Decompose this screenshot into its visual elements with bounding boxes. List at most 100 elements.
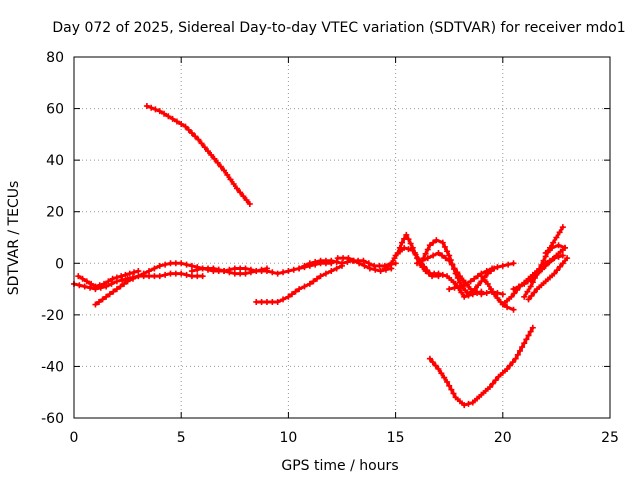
data-point <box>465 400 472 407</box>
data-point <box>409 247 416 254</box>
data-point <box>467 278 474 285</box>
data-point <box>483 268 490 275</box>
data-point <box>162 271 169 278</box>
data-point <box>529 279 536 286</box>
data-point <box>350 257 357 264</box>
data-point <box>339 260 345 267</box>
y-axis-label: SDTVAR / TECUs <box>6 181 22 296</box>
data-point <box>151 265 158 272</box>
data-point <box>489 265 496 272</box>
x-tick-label: 5 <box>177 430 186 446</box>
x-tick-label: 10 <box>279 430 297 446</box>
data-point <box>448 261 455 268</box>
data-point <box>96 282 103 289</box>
data-point <box>549 244 556 251</box>
data-point <box>538 262 545 269</box>
y-tick-label: 40 <box>46 153 64 169</box>
data-point <box>510 286 517 293</box>
data-point <box>424 267 431 274</box>
data-point <box>198 140 205 147</box>
data-point <box>269 298 276 305</box>
data-point <box>292 288 299 295</box>
data-point <box>312 258 319 265</box>
data-point <box>131 269 138 276</box>
data-point <box>524 288 531 295</box>
data-point <box>426 242 433 249</box>
data-point <box>474 395 481 402</box>
data-point <box>119 277 126 284</box>
data-point <box>542 249 549 256</box>
data-point <box>521 293 528 300</box>
data-point <box>240 193 247 200</box>
data-point <box>172 260 179 267</box>
data-point <box>195 136 202 143</box>
data-point <box>421 263 428 270</box>
data-point <box>242 270 249 277</box>
data-point <box>230 180 237 187</box>
data-point <box>280 296 287 303</box>
data-point <box>109 275 116 282</box>
data-point <box>467 286 474 293</box>
data-point <box>334 255 341 262</box>
data-point <box>269 269 276 276</box>
x-tick-label: 20 <box>494 430 512 446</box>
data-point <box>122 271 129 278</box>
data-point <box>296 265 303 272</box>
data-point <box>516 347 523 354</box>
data-point <box>527 283 534 290</box>
data-point <box>237 270 244 277</box>
data-point <box>88 280 95 287</box>
data-point <box>435 366 442 373</box>
series-arc-4 <box>75 268 142 290</box>
data-point <box>546 274 553 281</box>
data-point <box>372 266 379 273</box>
data-point <box>451 265 458 272</box>
data-point <box>169 115 176 122</box>
data-point <box>489 380 496 387</box>
data-point <box>444 248 451 255</box>
data-point <box>172 270 179 277</box>
data-point <box>546 259 553 266</box>
data-point <box>224 171 231 178</box>
data-point <box>345 255 352 262</box>
data-point <box>226 266 233 273</box>
data-point <box>208 151 215 158</box>
data-point <box>253 268 260 275</box>
data-point <box>165 113 172 120</box>
data-point <box>258 266 265 273</box>
data-point <box>446 252 453 259</box>
data-point <box>242 265 249 272</box>
data-point <box>481 277 488 284</box>
data-point <box>178 121 185 128</box>
data-point <box>471 275 478 282</box>
y-tick-label: 0 <box>55 256 64 272</box>
data-point <box>183 271 190 278</box>
data-point <box>555 242 562 249</box>
data-point <box>392 252 399 259</box>
data-point <box>108 280 115 287</box>
data-point <box>194 273 201 280</box>
data-point <box>143 102 150 109</box>
data-point <box>113 286 120 293</box>
data-point <box>527 328 534 335</box>
data-point <box>504 304 511 311</box>
y-tick-label: 20 <box>46 205 64 221</box>
data-point <box>424 255 431 262</box>
data-point <box>509 359 516 366</box>
data-point <box>534 286 541 293</box>
data-point <box>211 155 218 162</box>
data-point <box>188 130 195 137</box>
data-point <box>233 185 240 192</box>
data-point <box>301 283 308 290</box>
x-tick-label: 15 <box>387 430 405 446</box>
data-point <box>146 268 153 275</box>
data-point <box>317 273 324 280</box>
data-point <box>377 268 384 275</box>
data-point <box>422 250 429 257</box>
data-point <box>217 163 224 170</box>
data-point <box>439 239 446 246</box>
data-point <box>451 284 458 291</box>
data-point <box>113 274 120 281</box>
data-point <box>492 377 499 384</box>
